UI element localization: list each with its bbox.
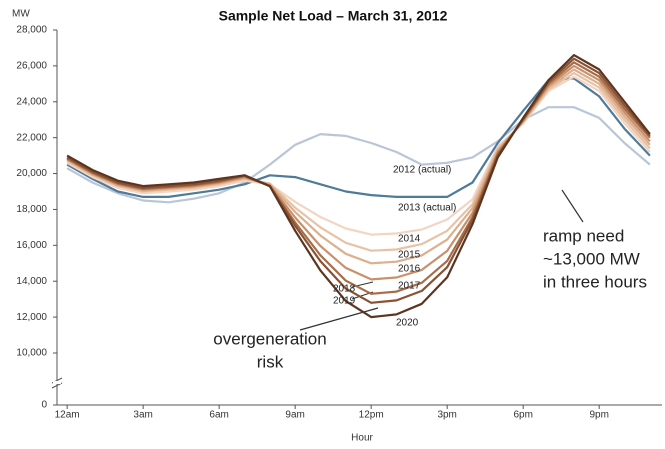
x-tick-label: 9pm [589,410,608,421]
annotation: ramp need [543,226,624,245]
axis-break-gap [53,381,61,384]
series-label: 2019 [333,296,356,307]
chart-title: Sample Net Load – March 31, 2012 [219,8,448,24]
series-label: 2012 (actual) [393,165,451,176]
y-tick-label: 14,000 [16,276,47,287]
x-tick-label: 12am [55,410,80,421]
series-line [66,106,651,204]
x-tick-label: 9am [285,410,304,421]
series-label: 2018 [333,284,356,295]
y-tick-label: 18,000 [16,204,47,215]
x-tick-label: 3pm [437,410,456,421]
y-tick-label: 20,000 [16,168,47,179]
y-tick-label: 26,000 [16,61,47,72]
x-tick-label: 12pm [359,410,384,421]
leader-line [299,307,379,331]
y-tick-label: 22,000 [16,132,47,143]
x-tick-label: 3am [133,410,152,421]
x-tick-label: 6am [209,410,228,421]
series-label: 2017 [398,281,421,292]
series-line [66,57,651,304]
series-label: 2013 (actual) [398,203,456,214]
series-label: 2020 [396,318,419,329]
series-label: 2016 [398,264,421,275]
annotation: risk [257,352,284,371]
series-label: 2014 [398,234,421,245]
y-tick-label: 10,000 [16,348,47,359]
y-tick-label: 24,000 [16,96,47,107]
annotation: ~13,000 MW [543,249,640,268]
annotation: in three hours [543,272,647,291]
x-tick-label: 6pm [513,410,532,421]
y-tick-label: 16,000 [16,240,47,251]
series-line [66,77,651,198]
y-tick-label: 28,000 [16,25,47,36]
leader-line [561,189,584,223]
series-line [66,54,651,319]
y-tick-label: 0 [41,400,47,411]
y-tick-label: 12,000 [16,312,47,323]
annotation: overgeneration [213,329,326,348]
series-line [66,75,651,236]
series-line [66,72,651,252]
series-label: 2015 [398,250,421,261]
y-axis-label: MW [12,9,30,20]
x-axis-label: Hour [351,433,373,444]
